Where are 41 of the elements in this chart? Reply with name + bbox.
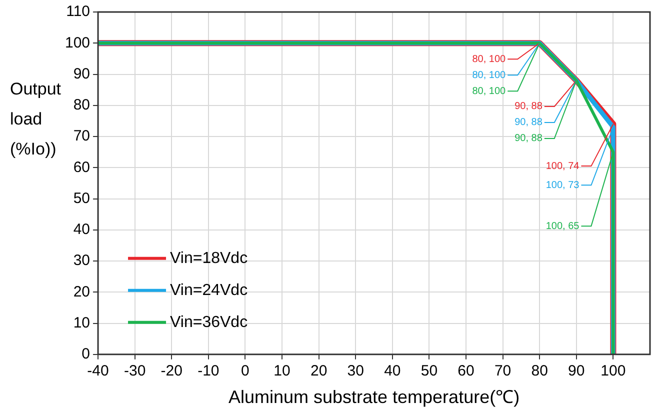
y-tick-label: 80 (73, 96, 90, 114)
x-tick-label: 0 (241, 362, 250, 380)
y-tick-label: 50 (73, 190, 90, 207)
annotation: 100, 73 (546, 180, 580, 191)
x-tick-label: 90 (568, 362, 585, 380)
x-tick-label: -20 (160, 362, 182, 380)
y-tick-label: 20 (73, 283, 90, 300)
y-tick-label: 100 (64, 34, 90, 52)
legend-label: Vin=36Vdc (170, 314, 248, 331)
annotation: 90, 88 (514, 133, 543, 144)
y-tick-label: 60 (73, 158, 90, 176)
annotation: 80, 100 (472, 70, 506, 81)
y-tick-label: 40 (73, 221, 90, 238)
annotation: 80, 100 (472, 54, 506, 65)
x-tick-label: -30 (124, 362, 146, 380)
y-tick-label: 90 (73, 65, 90, 82)
x-tick-label: 10 (274, 362, 290, 380)
x-axis-title: Aluminum substrate temperature(℃) (228, 387, 520, 408)
y-tick-label: 0 (82, 346, 90, 363)
x-tick-label: 30 (347, 362, 364, 380)
annotation: 100, 65 (546, 220, 580, 232)
x-tick-label: 100 (600, 362, 626, 380)
x-tick-label: 60 (458, 362, 474, 380)
x-tick-label: 50 (420, 362, 438, 380)
annotation: 80, 100 (472, 86, 506, 97)
x-tick-label: -10 (198, 362, 220, 380)
legend-label: Vin=18Vdc (170, 250, 248, 267)
annotation: 90, 88 (514, 117, 543, 128)
legend-label: Vin=24Vdc (170, 282, 248, 299)
x-tick-label: -40 (87, 362, 109, 380)
y-tick-label: 110 (66, 3, 90, 20)
x-tick-label: 70 (494, 362, 512, 380)
x-tick-label: 20 (310, 362, 328, 380)
y-axis-title: Output load (%Io)) (10, 80, 62, 159)
x-tick-label: 40 (384, 362, 401, 380)
annotation: 100, 74 (546, 160, 580, 172)
y-tick-label: 70 (73, 128, 90, 145)
x-tick-label: 80 (531, 362, 548, 380)
annotation: 90, 88 (514, 101, 543, 112)
y-tick-label: 30 (73, 252, 90, 270)
y-tick-label: 10 (73, 314, 90, 332)
